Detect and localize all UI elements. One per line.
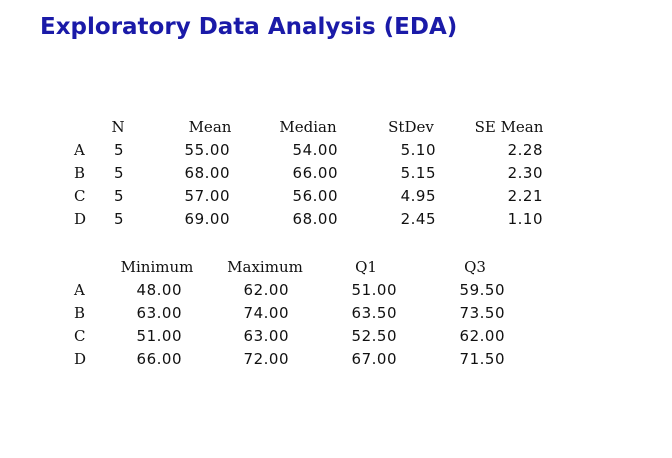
table1-header-mean: Mean	[188, 118, 232, 136]
table1-row-label-c: C	[74, 187, 86, 205]
table1-header-median: Median	[279, 118, 337, 136]
table2-cell: 66.00	[136, 350, 182, 368]
table1-cell: 5.15	[400, 164, 436, 182]
table1-cell: 56.00	[292, 187, 338, 205]
table1-cell: 4.95	[400, 187, 436, 205]
table1-cell: 2.21	[507, 187, 543, 205]
table2-cell: 67.00	[351, 350, 397, 368]
table1-cell: 54.00	[292, 141, 338, 159]
table2-row-label-d: D	[74, 350, 87, 368]
table2-cell: 73.50	[459, 304, 505, 322]
table1-row-label-a: A	[74, 141, 85, 159]
table1-cell: 2.30	[507, 164, 543, 182]
table1-row-label-d: D	[74, 210, 87, 228]
table2-cell: 74.00	[243, 304, 289, 322]
table1-cell: 68.00	[292, 210, 338, 228]
table1-cell: 2.28	[507, 141, 543, 159]
table1-cell: 55.00	[184, 141, 230, 159]
table2-cell: 62.00	[459, 327, 505, 345]
table2-row-label-c: C	[74, 327, 86, 345]
table2-cell: 63.00	[136, 304, 182, 322]
table2-header-q3: Q3	[464, 258, 486, 276]
table1-cell: 66.00	[292, 164, 338, 182]
table2-header-maximum: Maximum	[227, 258, 303, 276]
table2-header-q1: Q1	[355, 258, 377, 276]
table1-row-label-b: B	[74, 164, 86, 182]
table1-header-n: N	[111, 118, 125, 136]
table1-cell: 5	[113, 164, 124, 182]
table2-cell: 52.50	[351, 327, 397, 345]
table1-cell: 5	[113, 210, 124, 228]
table2-row-label-a: A	[74, 281, 85, 299]
table1-cell: 5.10	[400, 141, 436, 159]
table2-cell: 71.50	[459, 350, 505, 368]
page-title: Exploratory Data Analysis (EDA)	[40, 14, 458, 40]
table1-cell: 68.00	[184, 164, 230, 182]
table1-cell: 2.45	[400, 210, 436, 228]
table2-cell: 63.00	[243, 327, 289, 345]
table1-cell: 1.10	[507, 210, 543, 228]
table1-cell: 5	[113, 141, 124, 159]
table2-cell: 72.00	[243, 350, 289, 368]
table1-cell: 57.00	[184, 187, 230, 205]
table2-cell: 51.00	[351, 281, 397, 299]
table2-cell: 51.00	[136, 327, 182, 345]
table2-cell: 59.50	[459, 281, 505, 299]
table2-cell: 63.50	[351, 304, 397, 322]
table2-header-minimum: Minimum	[120, 258, 194, 276]
table1-cell: 69.00	[184, 210, 230, 228]
table2-row-label-b: B	[74, 304, 86, 322]
table1-header-stdev: StDev	[388, 118, 434, 136]
table2-cell: 48.00	[136, 281, 182, 299]
table1-header-se-mean: SE Mean	[474, 118, 544, 136]
table2-cell: 62.00	[243, 281, 289, 299]
table1-cell: 5	[113, 187, 124, 205]
